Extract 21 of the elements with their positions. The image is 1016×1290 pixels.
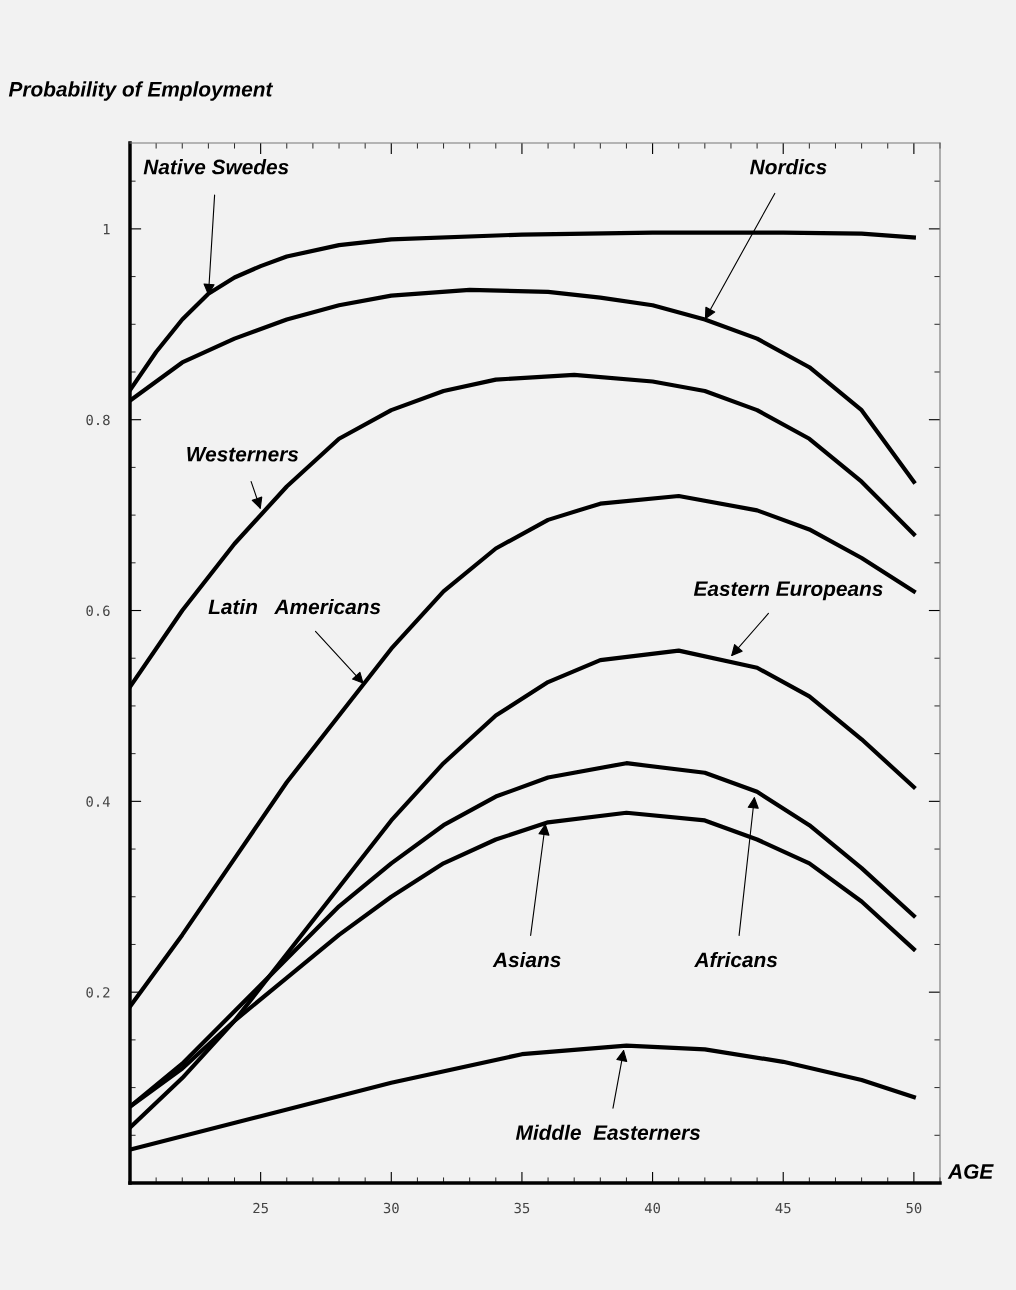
x-tick-label: 30 [383, 1202, 399, 1214]
x-tick-label: 35 [514, 1202, 530, 1214]
annotation: Eastern Europeans [693, 581, 883, 601]
y-axis-title: Probability of Employment [8, 81, 274, 101]
annotation: Middle Easterners [515, 1124, 701, 1140]
annotation: Africans [694, 951, 778, 968]
x-axis-title: AGE [947, 1164, 994, 1179]
x-tick-label: 45 [775, 1202, 791, 1214]
annotation: Nordics [750, 159, 827, 175]
annotation: Native Swedes [143, 159, 289, 175]
annotation: Latin Americans [208, 598, 381, 615]
y-tick-label: 1 [103, 224, 110, 235]
annotation: Asians [492, 951, 561, 968]
annotation: Westerners [187, 447, 299, 462]
x-tick-label: 50 [906, 1202, 922, 1214]
y-tick-label: 0.4 [86, 796, 110, 807]
y-tick-label: 0.6 [86, 605, 110, 617]
y-tick-label: 0.2 [86, 987, 110, 998]
y-tick-label: 0.8 [86, 414, 110, 426]
x-tick-label: 40 [644, 1202, 661, 1214]
x-tick-label: 25 [253, 1202, 268, 1214]
